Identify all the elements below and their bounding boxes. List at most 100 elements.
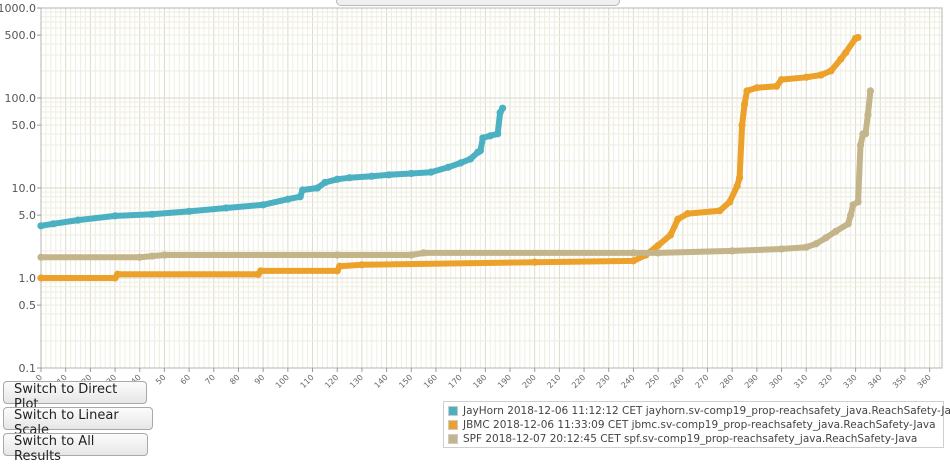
x-tick-label: 140: [373, 373, 390, 390]
legend-label-jayhorn: JayHorn 2018-12-06 11:12:12 CET jayhorn.…: [463, 405, 950, 417]
data-point-spf: [136, 253, 144, 261]
y-tick-label: 50.0: [12, 119, 37, 132]
data-point-spf: [37, 253, 45, 261]
data-point-spf: [866, 87, 875, 95]
x-tick-label: 90: [253, 373, 267, 387]
data-point-spf: [420, 249, 428, 257]
data-point-jbmc: [666, 231, 675, 239]
data-point-jbmc: [257, 267, 265, 275]
y-tick-label: 0.5: [19, 299, 37, 312]
x-tick-label: 320: [817, 373, 834, 390]
data-point-jbmc: [336, 262, 344, 270]
data-point-jayhorn: [368, 172, 376, 180]
data-point-jbmc: [827, 67, 835, 75]
x-tick-label: 270: [694, 373, 711, 390]
data-point-jayhorn: [444, 163, 452, 171]
data-point-spf: [333, 251, 341, 259]
series-layer: [37, 33, 875, 282]
legend-item-jayhorn[interactable]: JayHorn 2018-12-06 11:12:12 CET jayhorn.…: [448, 404, 950, 418]
x-tick-label: 230: [595, 373, 612, 390]
data-point-spf: [160, 251, 169, 259]
x-tick-label: 50: [154, 373, 168, 387]
data-point-jbmc: [743, 87, 751, 95]
data-point-jayhorn: [407, 169, 415, 178]
data-point-jbmc: [37, 274, 45, 282]
x-tick-label: 330: [842, 373, 859, 390]
legend-item-jbmc[interactable]: JBMC 2018-12-06 11:33:09 CET jbmc.sv-com…: [448, 418, 939, 432]
data-point-spf: [812, 240, 820, 248]
data-point-spf: [629, 249, 638, 257]
switch-to-linear-scale-button[interactable]: Switch to Linear Scale: [3, 407, 153, 438]
x-tick-label: 280: [718, 373, 735, 390]
data-point-jayhorn: [49, 220, 57, 228]
switch-to-all-results-button[interactable]: Switch to All Results: [3, 433, 148, 464]
data-point-jbmc: [837, 55, 845, 63]
x-tick-label: 120: [323, 373, 340, 390]
legend-swatch-jbmc: [448, 420, 458, 430]
legend-swatch-spf: [448, 434, 458, 444]
data-point-jbmc: [684, 209, 692, 218]
data-point-jbmc: [738, 121, 746, 129]
x-tick-label: 60: [179, 373, 193, 387]
x-tick-label: 110: [299, 373, 316, 390]
data-point-spf: [654, 249, 662, 257]
data-point-jayhorn: [457, 159, 465, 167]
x-tick-label: 180: [471, 373, 488, 390]
data-point-jbmc: [654, 241, 662, 250]
data-point-jbmc: [531, 258, 539, 266]
data-point-jayhorn: [321, 178, 329, 187]
data-point-jbmc: [753, 84, 761, 92]
switch-to-direct-plot-button[interactable]: Switch to Direct Plot: [3, 381, 147, 412]
data-point-jbmc: [733, 182, 741, 190]
x-tick-label: 300: [768, 373, 785, 390]
x-tick-label: 80: [228, 373, 242, 387]
series-spf: [37, 87, 875, 261]
x-tick-label: 150: [397, 373, 414, 390]
data-point-jbmc: [773, 82, 781, 90]
x-tick-label: 250: [644, 373, 661, 390]
data-point-spf: [728, 247, 736, 255]
data-point-spf: [407, 251, 415, 259]
legend-label-spf: SPF 2018-12-07 20:12:45 CET spf.sv-comp1…: [463, 433, 918, 445]
y-tick-label: 1000.0: [0, 2, 36, 15]
data-point-jayhorn: [313, 184, 322, 192]
x-tick-label: 210: [545, 373, 562, 390]
x-tick-label: 340: [866, 373, 883, 390]
data-point-jayhorn: [74, 216, 82, 224]
data-point-jayhorn: [466, 155, 475, 163]
data-point-jayhorn: [476, 147, 484, 155]
data-point-spf: [854, 198, 862, 206]
data-point-jayhorn: [296, 193, 304, 201]
x-tick-label: 160: [422, 373, 439, 390]
data-point-jayhorn: [148, 210, 156, 218]
data-point-jbmc: [740, 100, 749, 108]
y-tick-label: 1.0: [19, 272, 37, 285]
series-jayhorn: [37, 104, 507, 230]
data-point-jayhorn: [37, 222, 45, 230]
data-point-spf: [822, 234, 830, 242]
x-tick-label: 240: [619, 373, 636, 390]
grid-lines: [40, 8, 942, 369]
data-point-jbmc: [735, 174, 744, 182]
y-tick-label: 100.0: [5, 92, 37, 105]
data-point-jbmc: [716, 207, 724, 215]
legend-label-jbmc: JBMC 2018-12-06 11:33:09 CET jbmc.sv-com…: [463, 419, 936, 431]
data-point-jbmc: [817, 71, 825, 79]
data-point-jbmc: [777, 76, 786, 84]
data-point-spf: [864, 111, 872, 119]
legend-item-spf[interactable]: SPF 2018-12-07 20:12:45 CET spf.sv-comp1…: [448, 432, 939, 446]
x-tick-label: 190: [496, 373, 513, 390]
data-point-spf: [856, 141, 865, 149]
x-tick-label: 260: [669, 373, 686, 390]
data-point-jayhorn: [486, 132, 494, 140]
data-point-spf: [777, 245, 786, 253]
x-tick-label: 0: [34, 373, 44, 383]
data-point-jayhorn: [479, 134, 487, 142]
data-point-jayhorn: [299, 186, 307, 194]
data-point-spf: [847, 211, 855, 219]
x-tick-label: 290: [743, 373, 760, 390]
top-panel-tab[interactable]: [336, 0, 620, 6]
data-point-jayhorn: [427, 168, 435, 176]
data-point-jayhorn: [345, 174, 354, 182]
